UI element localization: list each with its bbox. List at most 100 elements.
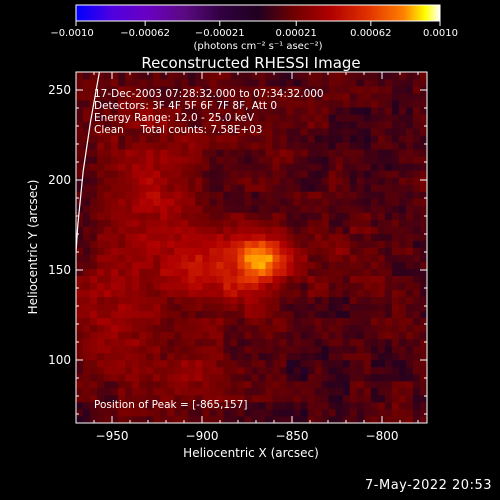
heatmap-cell	[279, 233, 287, 241]
heatmap-cell	[335, 114, 344, 122]
heatmap-cell	[216, 107, 224, 115]
heatmap-cell	[181, 128, 189, 136]
heatmap-cell	[83, 268, 91, 276]
heatmap-cell	[293, 107, 302, 115]
heatmap-cell	[342, 282, 351, 291]
heatmap-cell	[391, 240, 400, 248]
heatmap-cell	[209, 233, 217, 241]
heatmap-cell	[181, 86, 189, 94]
heatmap-cell	[230, 247, 238, 255]
heatmap-cell	[125, 79, 133, 87]
heatmap-cell	[202, 163, 210, 171]
heatmap-cell	[286, 72, 295, 80]
heatmap-cell	[153, 401, 161, 410]
heatmap-cell	[230, 219, 238, 227]
heatmap-cell	[104, 317, 112, 326]
heatmap-cell	[90, 359, 98, 368]
heatmap-cell	[83, 275, 91, 283]
heatmap-cell	[104, 149, 112, 157]
heatmap-cell	[265, 198, 273, 206]
heatmap-cell	[111, 184, 119, 192]
heatmap-cell	[314, 380, 323, 389]
heatmap-cell	[377, 233, 386, 241]
heatmap-cell	[412, 268, 421, 276]
heatmap-cell	[363, 380, 372, 389]
heatmap-cell	[188, 163, 196, 171]
heatmap-cell	[237, 114, 245, 122]
heatmap-cell	[419, 296, 427, 305]
heatmap-cell	[230, 380, 238, 389]
heatmap-cell	[188, 373, 196, 382]
heatmap-cell	[335, 247, 344, 255]
heatmap-cell	[293, 345, 302, 354]
heatmap-cell	[132, 268, 140, 276]
heatmap-cell	[153, 100, 161, 108]
heatmap-cell	[258, 401, 266, 410]
heatmap-cell	[405, 380, 414, 389]
heatmap-cell	[188, 198, 196, 206]
heatmap-cell	[216, 289, 224, 298]
heatmap-cell	[244, 303, 252, 312]
heatmap-cell	[230, 128, 238, 136]
heatmap-cell	[342, 163, 351, 171]
heatmap-cell	[342, 359, 351, 368]
heatmap-cell	[160, 394, 168, 403]
heatmap-cell	[195, 142, 203, 150]
heatmap-cell	[181, 247, 189, 255]
heatmap-cell	[314, 142, 323, 150]
heatmap-cell	[223, 380, 231, 389]
heatmap-cell	[202, 149, 210, 157]
y-tick-label: 100	[48, 353, 71, 367]
heatmap-cell	[83, 289, 91, 298]
heatmap-cell	[258, 114, 266, 122]
heatmap-cell	[83, 107, 91, 115]
heatmap-cell	[104, 205, 112, 213]
heatmap-cell	[398, 184, 407, 192]
heatmap-cell	[398, 352, 407, 361]
heatmap-cell	[342, 233, 351, 241]
heatmap-cell	[153, 212, 161, 220]
heatmap-cell	[293, 79, 302, 87]
heatmap-cell	[286, 303, 295, 312]
heatmap-cell	[286, 156, 295, 164]
heatmap-cell	[251, 121, 259, 129]
heatmap-cell	[363, 268, 372, 276]
heatmap-cell	[209, 198, 217, 206]
heatmap-cell	[328, 366, 337, 375]
heatmap-cell	[356, 86, 365, 94]
heatmap-cell	[76, 366, 84, 375]
heatmap-cell	[237, 184, 245, 192]
heatmap-cell	[209, 72, 217, 80]
heatmap-cell	[90, 93, 98, 101]
heatmap-cell	[321, 79, 330, 87]
heatmap-cell	[272, 177, 280, 185]
heatmap-cell	[342, 191, 351, 199]
heatmap-cell	[335, 121, 344, 129]
heatmap-cell	[272, 359, 280, 368]
heatmap-cell	[314, 289, 323, 298]
heatmap-cell	[272, 170, 280, 178]
heatmap-cell	[97, 114, 105, 122]
heatmap-cell	[279, 408, 287, 417]
heatmap-cell	[90, 142, 98, 150]
heatmap-cell	[293, 135, 302, 143]
heatmap-cell	[356, 128, 365, 136]
heatmap-cell	[76, 261, 84, 269]
heatmap-cell	[384, 135, 393, 143]
heatmap-cell	[118, 247, 126, 255]
heatmap-cell	[398, 324, 407, 333]
heatmap-cell	[104, 114, 112, 122]
heatmap-cell	[307, 226, 316, 234]
heatmap-cell	[237, 226, 245, 234]
heatmap-cell	[286, 121, 295, 129]
heatmap-cell	[146, 303, 154, 312]
heatmap-cell	[349, 205, 358, 213]
heatmap-cell	[237, 394, 245, 403]
heatmap-cell	[230, 184, 238, 192]
heatmap-cell	[384, 394, 393, 403]
heatmap-cell	[321, 247, 330, 255]
heatmap-cell	[188, 93, 196, 101]
heatmap-cell	[272, 387, 280, 396]
heatmap-cell	[174, 149, 182, 157]
heatmap-cell	[160, 254, 168, 262]
